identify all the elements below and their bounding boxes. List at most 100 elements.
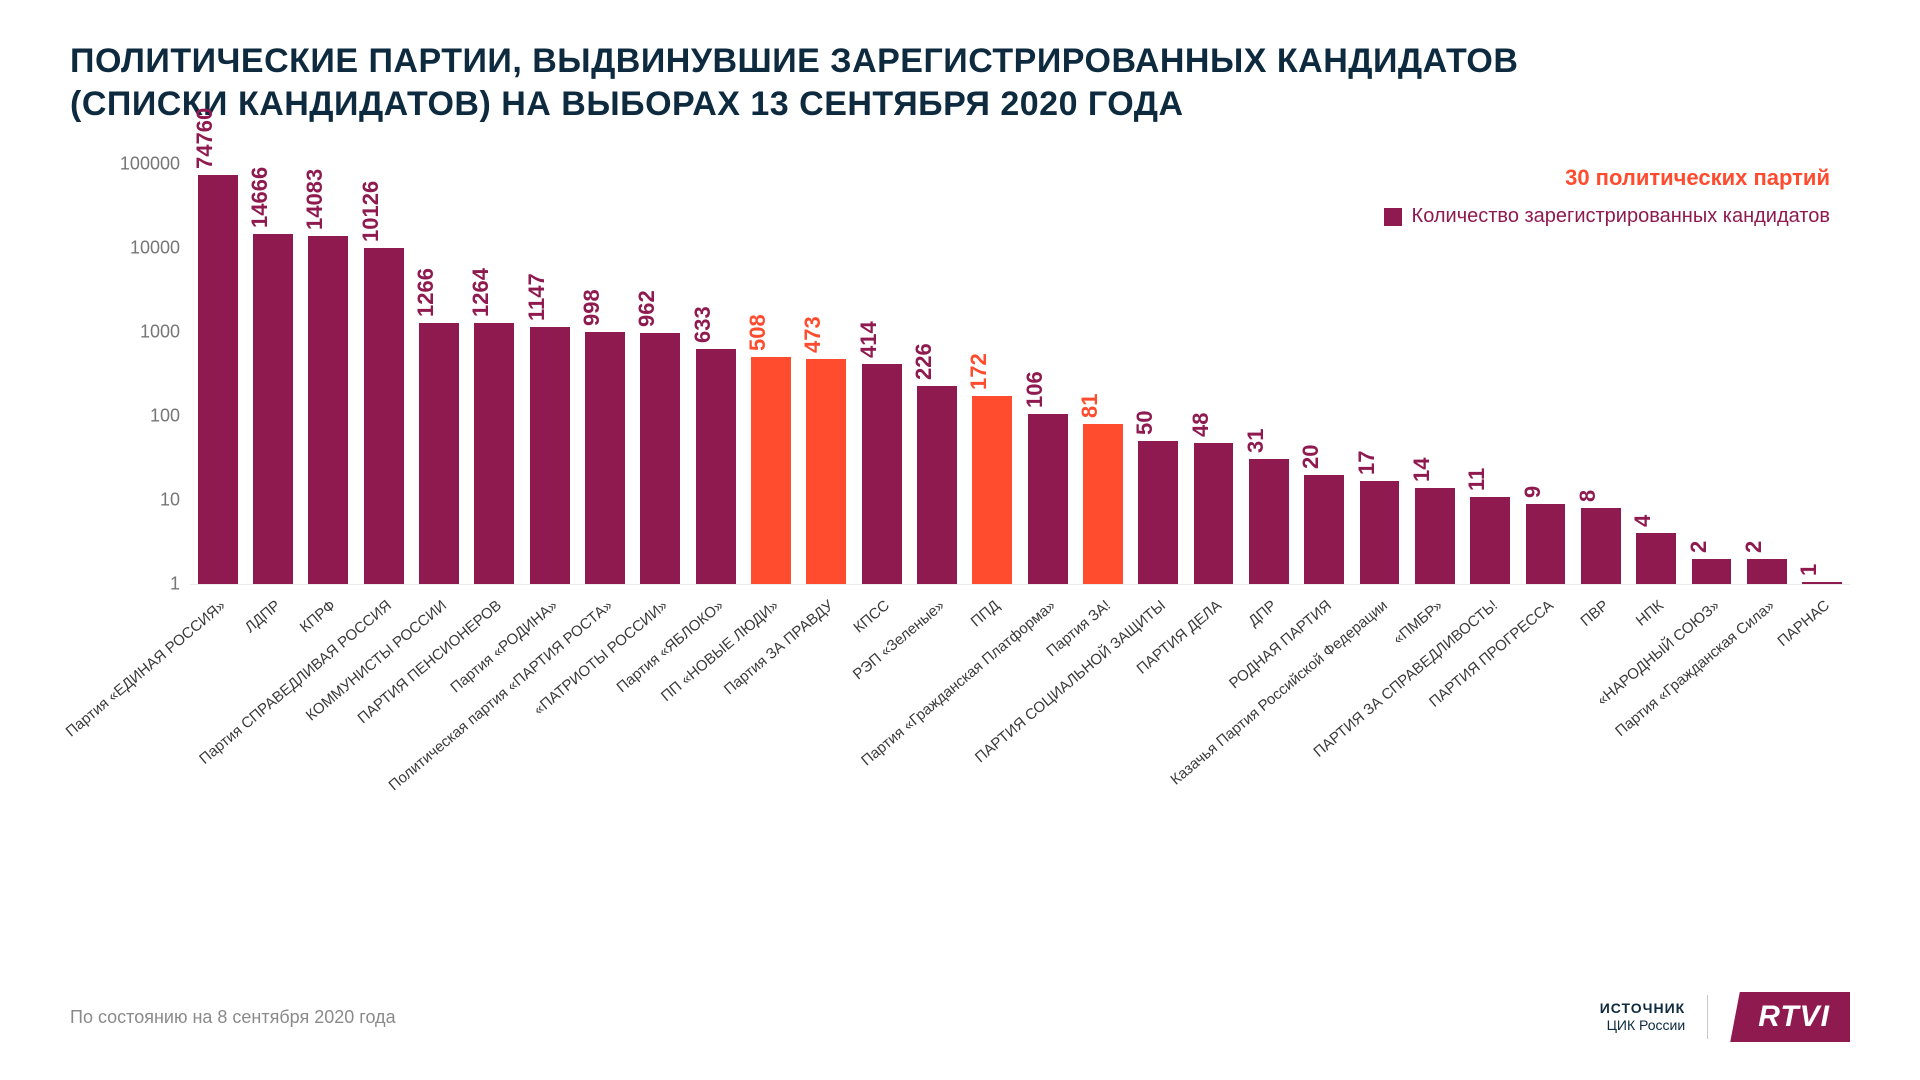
bar-slot: 2 bbox=[1684, 165, 1739, 584]
bar-slot: 172 bbox=[965, 165, 1020, 584]
y-tick: 100000 bbox=[70, 154, 180, 175]
x-label: РОДНАЯ ПАРТИЯ bbox=[1226, 597, 1335, 692]
bar-value-label: 998 bbox=[579, 289, 605, 326]
bar-slot: 106 bbox=[1020, 165, 1075, 584]
bar: 20 bbox=[1304, 475, 1344, 584]
x-label: Партия СПРАВЕДЛИВАЯ РОССИЯ bbox=[196, 597, 395, 768]
bar-slot: 1266 bbox=[411, 165, 466, 584]
bar-value-label: 14083 bbox=[302, 168, 328, 229]
bar-slot: 226 bbox=[909, 165, 964, 584]
bar-value-label: 9 bbox=[1520, 486, 1546, 498]
bar: 81 bbox=[1083, 424, 1123, 584]
bar: 10126 bbox=[364, 248, 404, 584]
bar-slot: 473 bbox=[799, 165, 854, 584]
bar-slot: 81 bbox=[1075, 165, 1130, 584]
bar: 17 bbox=[1360, 481, 1400, 584]
bar: 962 bbox=[640, 333, 680, 584]
bar-slot: 2 bbox=[1739, 165, 1794, 584]
bar: 172 bbox=[972, 396, 1012, 584]
bar-value-label: 31 bbox=[1243, 428, 1269, 452]
bar-value-label: 414 bbox=[856, 321, 882, 358]
bar: 14666 bbox=[253, 234, 293, 584]
y-tick: 10 bbox=[70, 490, 180, 511]
bar-slot: 14083 bbox=[301, 165, 356, 584]
page-title: ПОЛИТИЧЕСКИЕ ПАРТИИ, ВЫДВИНУВШИЕ ЗАРЕГИС… bbox=[70, 40, 1850, 125]
bar-slot: 9 bbox=[1518, 165, 1573, 584]
bar-slot: 633 bbox=[688, 165, 743, 584]
bar-value-label: 14666 bbox=[247, 167, 273, 228]
bar-slot: 4 bbox=[1629, 165, 1684, 584]
bar-value-label: 473 bbox=[800, 317, 826, 354]
y-tick: 100 bbox=[70, 406, 180, 427]
bar-value-label: 74760 bbox=[192, 107, 218, 168]
bar: 14083 bbox=[308, 236, 348, 584]
bar-slot: 48 bbox=[1186, 165, 1241, 584]
x-label: ППД bbox=[968, 597, 1003, 630]
bar-slot: 10126 bbox=[356, 165, 411, 584]
bar-value-label: 2 bbox=[1741, 540, 1767, 552]
bar-value-label: 172 bbox=[966, 354, 992, 391]
bar-value-label: 1 bbox=[1796, 564, 1822, 576]
bar: 1 bbox=[1802, 582, 1842, 584]
footer: По состоянию на 8 сентября 2020 года ИСТ… bbox=[70, 992, 1850, 1042]
bar-slot: 1147 bbox=[522, 165, 577, 584]
bar: 48 bbox=[1194, 443, 1234, 584]
bar-value-label: 633 bbox=[690, 306, 716, 343]
bar-value-label: 106 bbox=[1022, 371, 1048, 408]
bar: 2 bbox=[1692, 559, 1732, 584]
bar-value-label: 1266 bbox=[413, 268, 439, 317]
footer-divider bbox=[1707, 995, 1708, 1039]
bar: 4 bbox=[1636, 533, 1676, 584]
source-text: ИСТОЧНИК ЦИК России bbox=[1600, 1000, 1685, 1035]
y-tick: 10000 bbox=[70, 238, 180, 259]
bar-value-label: 14 bbox=[1409, 457, 1435, 481]
bar-slot: 50 bbox=[1131, 165, 1186, 584]
chart-x-labels: Партия «ЕДИНАЯ РОССИЯ»ЛДПРКПРФПартия СПР… bbox=[190, 585, 1850, 845]
bar: 473 bbox=[806, 359, 846, 584]
bar-slot: 1264 bbox=[467, 165, 522, 584]
chart-bars: 7476014666140831012612661264114799896263… bbox=[190, 165, 1850, 584]
bar-value-label: 2 bbox=[1686, 540, 1712, 552]
bar-value-label: 48 bbox=[1188, 412, 1214, 436]
bar: 1264 bbox=[474, 323, 514, 584]
bar-value-label: 1264 bbox=[468, 269, 494, 318]
source-label: ИСТОЧНИК bbox=[1600, 1000, 1685, 1018]
y-tick: 1 bbox=[70, 574, 180, 595]
bar: 508 bbox=[751, 357, 791, 584]
title-line-2: (СПИСКИ КАНДИДАТОВ) НА ВЫБОРАХ 13 СЕНТЯБ… bbox=[70, 85, 1184, 123]
source-block: ИСТОЧНИК ЦИК России RTVI bbox=[1600, 992, 1850, 1042]
bar: 1266 bbox=[419, 323, 459, 584]
bar-value-label: 1147 bbox=[524, 273, 550, 321]
bar-value-label: 508 bbox=[745, 314, 771, 351]
bar-slot: 414 bbox=[854, 165, 909, 584]
bar: 14 bbox=[1415, 488, 1455, 584]
x-label: Партия «Гражданская Платформа» bbox=[858, 597, 1059, 769]
bar-slot: 74760 bbox=[190, 165, 245, 584]
bar: 9 bbox=[1526, 504, 1566, 584]
bar-value-label: 4 bbox=[1630, 515, 1656, 527]
bar-value-label: 962 bbox=[634, 291, 660, 328]
bar-value-label: 8 bbox=[1575, 490, 1601, 502]
bar: 50 bbox=[1138, 441, 1178, 584]
bar-value-label: 81 bbox=[1077, 393, 1103, 417]
bar: 414 bbox=[862, 364, 902, 584]
bar: 31 bbox=[1249, 459, 1289, 584]
bar-slot: 1 bbox=[1795, 165, 1850, 584]
bar-value-label: 10126 bbox=[358, 180, 384, 241]
bar-value-label: 50 bbox=[1132, 411, 1158, 435]
bar-slot: 31 bbox=[1241, 165, 1296, 584]
title-line-1: ПОЛИТИЧЕСКИЕ ПАРТИИ, ВЫДВИНУВШИЕ ЗАРЕГИС… bbox=[70, 42, 1518, 80]
bar-slot: 14 bbox=[1407, 165, 1462, 584]
bar-slot: 17 bbox=[1352, 165, 1407, 584]
bar: 633 bbox=[696, 349, 736, 584]
bar: 11 bbox=[1470, 497, 1510, 584]
footnote: По состоянию на 8 сентября 2020 года bbox=[70, 1007, 396, 1028]
bar-slot: 508 bbox=[743, 165, 798, 584]
bar-value-label: 20 bbox=[1298, 444, 1324, 468]
bar: 8 bbox=[1581, 508, 1621, 584]
x-label: НПК bbox=[1633, 597, 1667, 630]
bar-slot: 998 bbox=[577, 165, 632, 584]
y-tick: 1000 bbox=[70, 322, 180, 343]
bar: 74760 bbox=[198, 175, 238, 584]
rtvi-logo: RTVI bbox=[1730, 992, 1850, 1042]
